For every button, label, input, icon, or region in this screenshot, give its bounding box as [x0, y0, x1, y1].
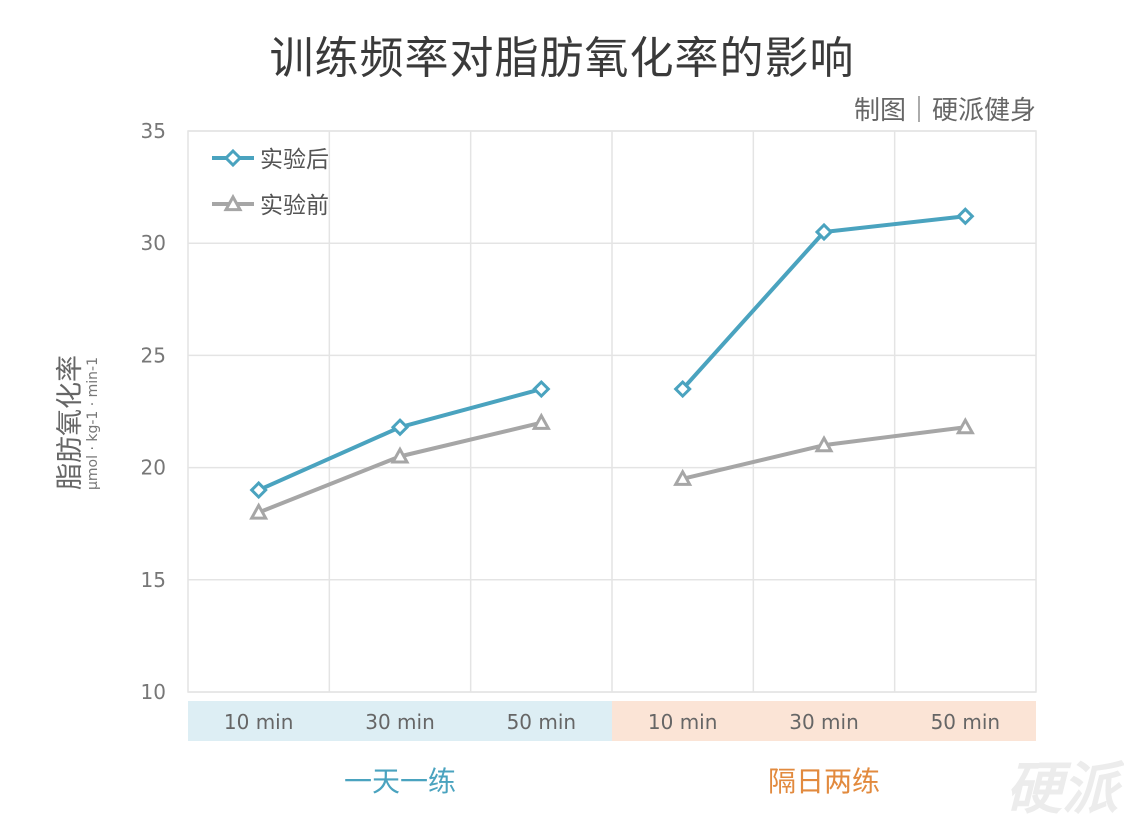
data-point-before: [673, 468, 693, 486]
data-point-before: [249, 502, 269, 520]
group-label-daily: 一天一练: [343, 765, 456, 798]
data-point-after: [249, 480, 268, 500]
x-tick-label: 10 min: [224, 710, 294, 734]
data-point-after: [814, 222, 834, 242]
legend-marker-before: [223, 193, 243, 212]
x-tick-label: 30 min: [789, 710, 859, 734]
y-tick-label: 35: [141, 119, 166, 143]
data-point-before: [390, 446, 410, 464]
x-tick-label: 30 min: [365, 710, 435, 734]
y-tick-label: 15: [141, 568, 166, 592]
y-tick-label: 25: [141, 343, 166, 367]
category-band-daily: [188, 701, 612, 741]
chart-title: 训练频率对脂肪氧化率的影响: [269, 33, 855, 84]
data-point-after: [532, 379, 551, 399]
legend-label-before: 实验前: [260, 193, 329, 219]
y-tick-label: 30: [141, 231, 166, 255]
data-point-before: [814, 435, 834, 453]
category-band-alternate: [612, 701, 1036, 741]
y-tick-label: 10: [141, 680, 166, 704]
chart-credit: 制图｜硬派健身: [853, 96, 1036, 126]
legend-label-after: 实验后: [260, 147, 329, 173]
group-label-alternate: 隔日两练: [767, 765, 880, 798]
data-point-after: [673, 379, 692, 399]
legend-marker-after: [223, 148, 243, 168]
x-tick-label: 50 min: [507, 710, 577, 734]
x-tick-label: 50 min: [931, 710, 1001, 734]
data-point-before: [531, 412, 551, 430]
data-point-before: [955, 417, 975, 435]
data-point-after: [390, 418, 410, 437]
data-point-after: [956, 207, 975, 226]
x-tick-label: 10 min: [648, 710, 718, 734]
y-tick-label: 20: [141, 456, 166, 480]
watermark-logo: 硬派: [1006, 757, 1118, 822]
